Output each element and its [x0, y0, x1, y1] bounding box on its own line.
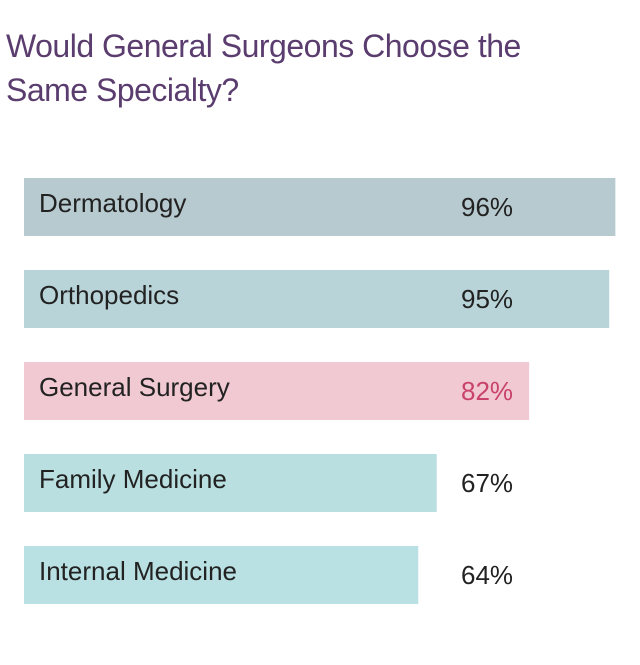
category-label: Family Medicine [39, 464, 227, 494]
bar [24, 178, 616, 236]
value-label: 96% [461, 192, 513, 222]
value-label: 64% [461, 560, 513, 590]
category-label: Internal Medicine [39, 556, 237, 586]
bar [24, 362, 530, 420]
category-label: Dermatology [39, 188, 186, 218]
value-label: 95% [461, 284, 513, 314]
bar [24, 454, 437, 512]
category-label: General Surgery [39, 372, 230, 402]
value-label: 67% [461, 468, 513, 498]
chart-title: Would General Surgeons Choose the Same S… [6, 28, 521, 108]
category-label: Orthopedics [39, 280, 179, 310]
bar [24, 270, 610, 328]
value-label: 82% [461, 376, 513, 406]
bar [24, 546, 419, 604]
